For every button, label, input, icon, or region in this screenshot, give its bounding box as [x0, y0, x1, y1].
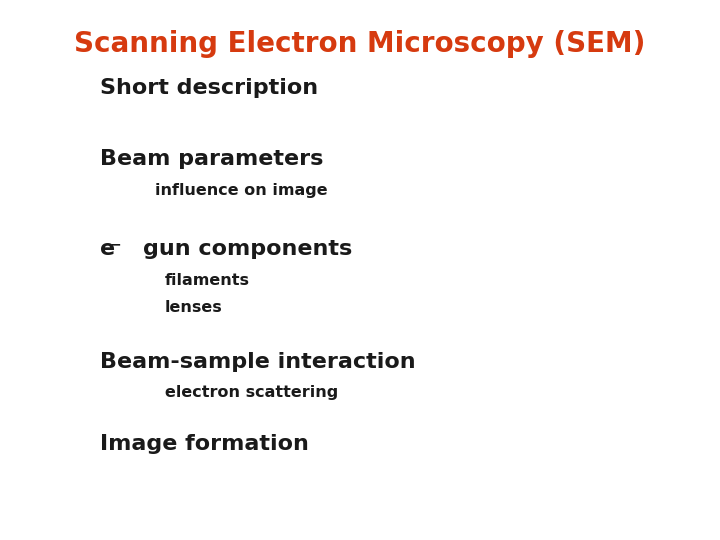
- Text: Beam-sample interaction: Beam-sample interaction: [100, 352, 415, 372]
- Text: Scanning Electron Microscopy (SEM): Scanning Electron Microscopy (SEM): [74, 30, 646, 58]
- Text: filaments: filaments: [165, 273, 250, 288]
- Text: influence on image: influence on image: [155, 183, 328, 198]
- Text: gun components: gun components: [143, 239, 352, 259]
- Text: e: e: [100, 239, 115, 259]
- Text: Image formation: Image formation: [100, 434, 309, 454]
- Text: Beam parameters: Beam parameters: [100, 149, 323, 169]
- Text: Short description: Short description: [100, 78, 318, 98]
- Text: lenses: lenses: [165, 300, 222, 315]
- Text: −: −: [110, 237, 122, 251]
- Text: electron scattering: electron scattering: [165, 385, 338, 400]
